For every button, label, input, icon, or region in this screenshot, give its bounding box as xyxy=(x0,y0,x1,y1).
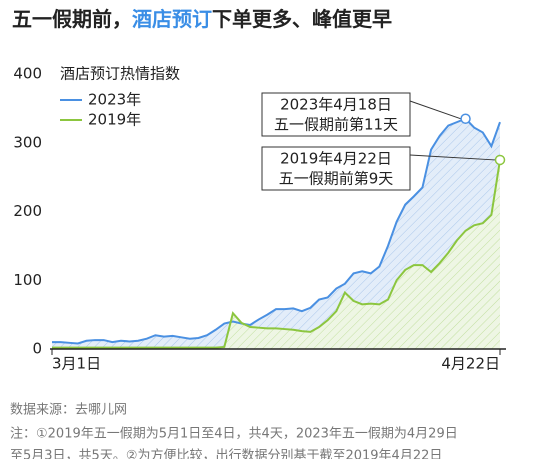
annotation-text: 五一假期前第11天 xyxy=(274,116,398,134)
point-marker xyxy=(460,113,471,124)
line xyxy=(52,159,501,349)
line xyxy=(52,117,501,345)
y-tick-label: 300 xyxy=(13,133,42,151)
title-highlight: 酒店预订 xyxy=(132,7,212,31)
annotation-box xyxy=(261,92,411,137)
annotation-text: 2023年4月18日 xyxy=(280,96,392,114)
x-tick-label: 3月1日 xyxy=(52,355,101,373)
y-tick-label: 400 xyxy=(13,65,42,83)
title-part: 五一假期前， xyxy=(12,7,132,31)
x-tick-label: 4月22日 xyxy=(441,355,500,373)
y-tick-label: 0 xyxy=(32,340,42,358)
legend-label: 2023年 xyxy=(88,91,141,109)
y-tick-label: 100 xyxy=(13,271,42,289)
chart-title: 五一假期前，酒店预订下单更多、峰值更早 xyxy=(12,7,392,31)
y-tick-label: 200 xyxy=(13,202,42,220)
annotation-box xyxy=(261,146,411,191)
annotation-leader xyxy=(409,154,496,161)
title-part: 下单更多、峰值更早 xyxy=(212,7,392,31)
note: 至5月3日，共5天。②为方便比较，出行数据分别基于截至2019年4月22日 xyxy=(10,448,442,459)
annotation-text: 2019年4月22日 xyxy=(280,150,392,168)
note: 注：①2019年五一假期为5月1日至4日，共4天，2023年五一假期为4月29日 xyxy=(10,427,458,442)
source: 数据来源：去哪儿网 xyxy=(10,403,127,418)
point-marker xyxy=(494,154,506,166)
y-axis-label: 酒店预订热情指数 xyxy=(60,65,180,83)
legend-label: 2019年 xyxy=(88,111,141,129)
annotation-leader xyxy=(409,100,461,120)
area xyxy=(52,118,500,349)
annotation-text: 五一假期前第9天 xyxy=(279,170,394,188)
area xyxy=(52,159,500,349)
